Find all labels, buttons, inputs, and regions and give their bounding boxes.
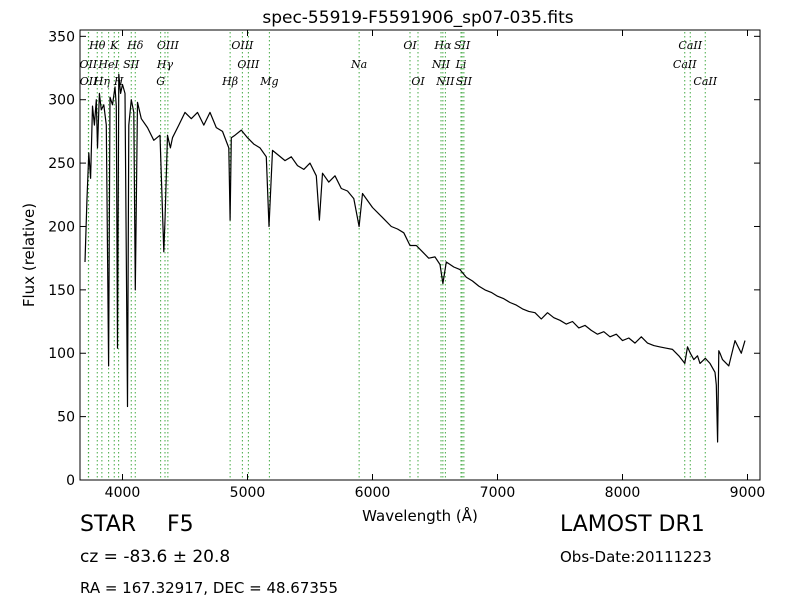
coordinates-readout: RA = 167.32917, DEC = 48.67355 <box>80 579 339 597</box>
line-marker-label: G <box>156 75 165 88</box>
y-tick-label: 200 <box>48 219 75 235</box>
observation-date: Obs-Date:20111223 <box>560 548 712 566</box>
line-marker-label: OIII <box>157 39 180 52</box>
y-tick-label: 100 <box>48 346 75 362</box>
line-marker-label: OI <box>411 75 425 88</box>
y-tick-label: 0 <box>66 473 75 489</box>
x-tick-label: 8000 <box>605 485 641 501</box>
line-marker-label: Hγ <box>156 58 174 71</box>
line-marker-label: NII <box>435 75 455 88</box>
x-tick-label: 7000 <box>480 485 516 501</box>
x-tick-label: 5000 <box>230 485 266 501</box>
x-tick-label: 4000 <box>105 485 141 501</box>
x-axis-ticks: 4000 5000 6000 7000 8000 9000 <box>105 30 766 501</box>
survey-name: LAMOST DR1 <box>560 512 705 537</box>
line-marker-label: CaII <box>693 75 717 88</box>
line-marker-label: Hθ <box>88 39 106 52</box>
line-marker-label: Hη <box>93 75 111 88</box>
x-tick-label: 6000 <box>355 485 391 501</box>
line-marker-label: CaII <box>678 39 702 52</box>
line-marker-label: SII <box>123 58 140 71</box>
line-marker-label: Hα <box>433 39 452 52</box>
line-marker-label: Hβ <box>221 75 238 88</box>
line-marker-label: Hδ <box>126 39 144 52</box>
line-marker-label: Mg <box>259 75 278 88</box>
y-axis-label: Flux (relative) <box>20 203 38 307</box>
line-marker-label: Li <box>455 58 467 71</box>
y-tick-label: 350 <box>48 29 75 45</box>
spectrum-series <box>84 73 746 443</box>
y-axis-ticks: 0 50 100 150 200 250 300 350 <box>48 29 760 489</box>
line-marker-label: SII <box>454 39 471 52</box>
y-tick-label: 250 <box>48 156 75 172</box>
line-marker-label: OII <box>80 75 98 88</box>
x-axis-label: Wavelength (Å) <box>362 506 478 525</box>
object-subclass: F5 <box>167 512 194 537</box>
line-marker-label: CaII <box>673 58 697 71</box>
redshift-readout: cz = -83.6 ± 20.8 <box>80 547 231 567</box>
plot-frame <box>79 29 761 481</box>
line-marker-label: SII <box>456 75 473 88</box>
line-marker-label: OI <box>403 39 417 52</box>
y-tick-label: 50 <box>57 410 75 426</box>
object-class: STAR <box>80 512 137 537</box>
line-marker-label: NII <box>431 58 451 71</box>
y-tick-label: 150 <box>48 283 75 299</box>
line-marker-label: Na <box>350 58 367 71</box>
chart-title: spec-55919-F5591906_sp07-035.fits <box>262 8 573 28</box>
line-marker-label: OIII <box>231 39 254 52</box>
x-tick-label: 9000 <box>730 485 766 501</box>
spectrum-line <box>84 73 746 443</box>
line-marker-label: OIII <box>237 58 260 71</box>
y-tick-label: 300 <box>48 93 75 109</box>
line-marker-label: HeI <box>97 58 119 71</box>
line-marker-label: K <box>109 39 119 52</box>
